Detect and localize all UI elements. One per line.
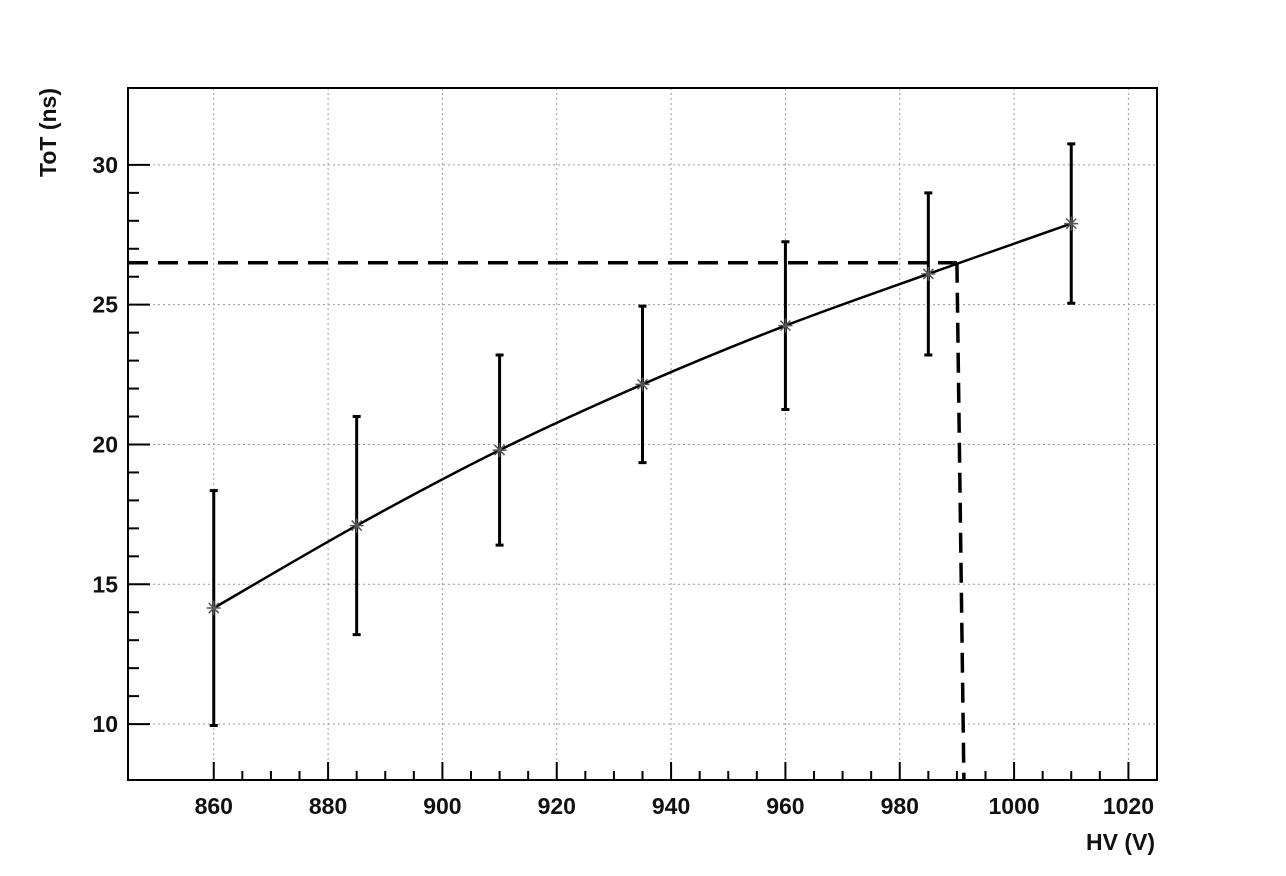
x-tick-label: 920 [538, 793, 576, 819]
data-point [635, 377, 650, 392]
data-point [492, 443, 507, 458]
x-tick-label: 940 [652, 793, 690, 819]
y-tick-label: 25 [92, 292, 118, 318]
x-tick-label: 1000 [988, 793, 1039, 819]
x-tick-label: 880 [309, 793, 347, 819]
y-axis-title: ToT (ns) [35, 88, 61, 177]
x-tick-label: 900 [423, 793, 461, 819]
x-tick-label: 1020 [1103, 793, 1154, 819]
x-tick-label: 960 [766, 793, 804, 819]
data-point [778, 318, 793, 333]
plot-frame [127, 87, 1158, 781]
x-tick-label: 860 [195, 793, 233, 819]
y-tick-label: 15 [92, 571, 118, 597]
x-axis-title: HV (V) [1086, 829, 1155, 855]
data-point [349, 518, 364, 533]
data-point [206, 601, 221, 616]
y-tick-label: 20 [92, 431, 118, 457]
data-point [1064, 216, 1079, 231]
y-tick-label: 10 [92, 711, 118, 737]
reference-vertical [955, 262, 966, 781]
y-tick-label: 30 [92, 152, 118, 178]
x-tick-label: 980 [881, 793, 919, 819]
data-point [921, 266, 936, 281]
